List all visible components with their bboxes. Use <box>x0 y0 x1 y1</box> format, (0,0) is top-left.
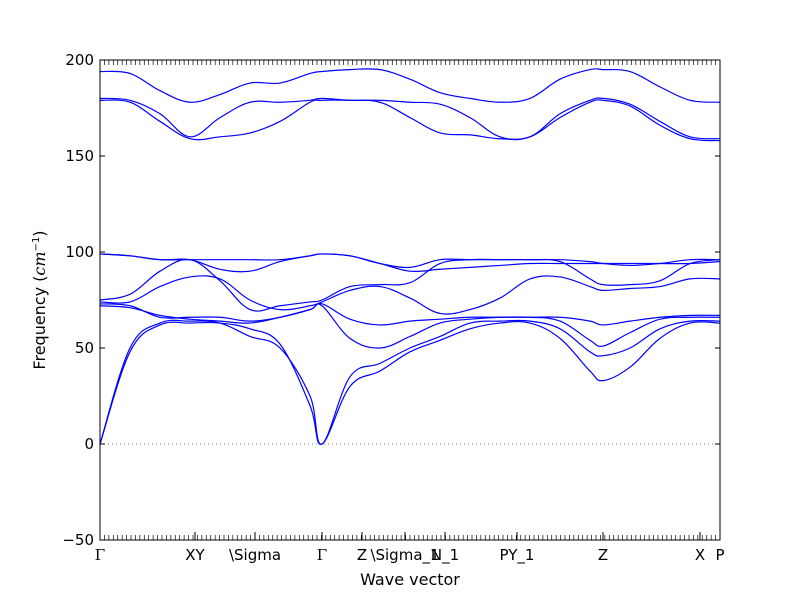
y-axis-label: Frequency (cm−1) <box>30 230 49 369</box>
y-tick-label: 50 <box>75 339 94 357</box>
x-tick-label: Z <box>598 546 608 564</box>
y-tick-label: 0 <box>84 435 94 453</box>
band-line-11 <box>99 68 721 103</box>
y-axis-label-main: Frequency <box>30 287 49 370</box>
x-tick-label: Γ <box>317 546 327 564</box>
plot-frame <box>99 59 721 541</box>
x-tick-label: \Sigma_1 <box>370 546 439 565</box>
y-tick-label: 100 <box>65 243 94 261</box>
band-line-10 <box>99 97 721 141</box>
y-tick-label: 150 <box>65 147 94 165</box>
x-tick-label: Z <box>357 546 367 564</box>
x-tick-label: PY_1 <box>500 546 535 565</box>
band-line-9 <box>99 99 721 142</box>
band-line-3 <box>99 303 721 349</box>
x-tick-label: \Sigma <box>229 546 281 564</box>
band-line-8 <box>99 253 721 273</box>
y-tick-label: 200 <box>65 51 94 69</box>
y-tick-label: −50 <box>62 531 94 549</box>
x-tick-label: N_1 <box>431 546 459 565</box>
band-line-6 <box>99 258 721 312</box>
band-line-7 <box>99 253 721 273</box>
x-tick-label: P <box>715 546 724 564</box>
band-line-4 <box>99 302 721 326</box>
band-line-1 <box>99 320 721 445</box>
x-tick-label: X <box>695 546 705 564</box>
y-axis-label-unit-exp: −1 <box>31 237 42 252</box>
x-axis-label: Wave vector <box>360 570 460 589</box>
x-tick-label: XY <box>185 546 205 564</box>
x-tick-label: Γ <box>95 546 105 564</box>
plot-area <box>100 60 720 540</box>
band-line-5 <box>99 275 721 315</box>
band-line-2 <box>99 319 721 445</box>
y-axis-label-unit: cm <box>30 251 49 275</box>
